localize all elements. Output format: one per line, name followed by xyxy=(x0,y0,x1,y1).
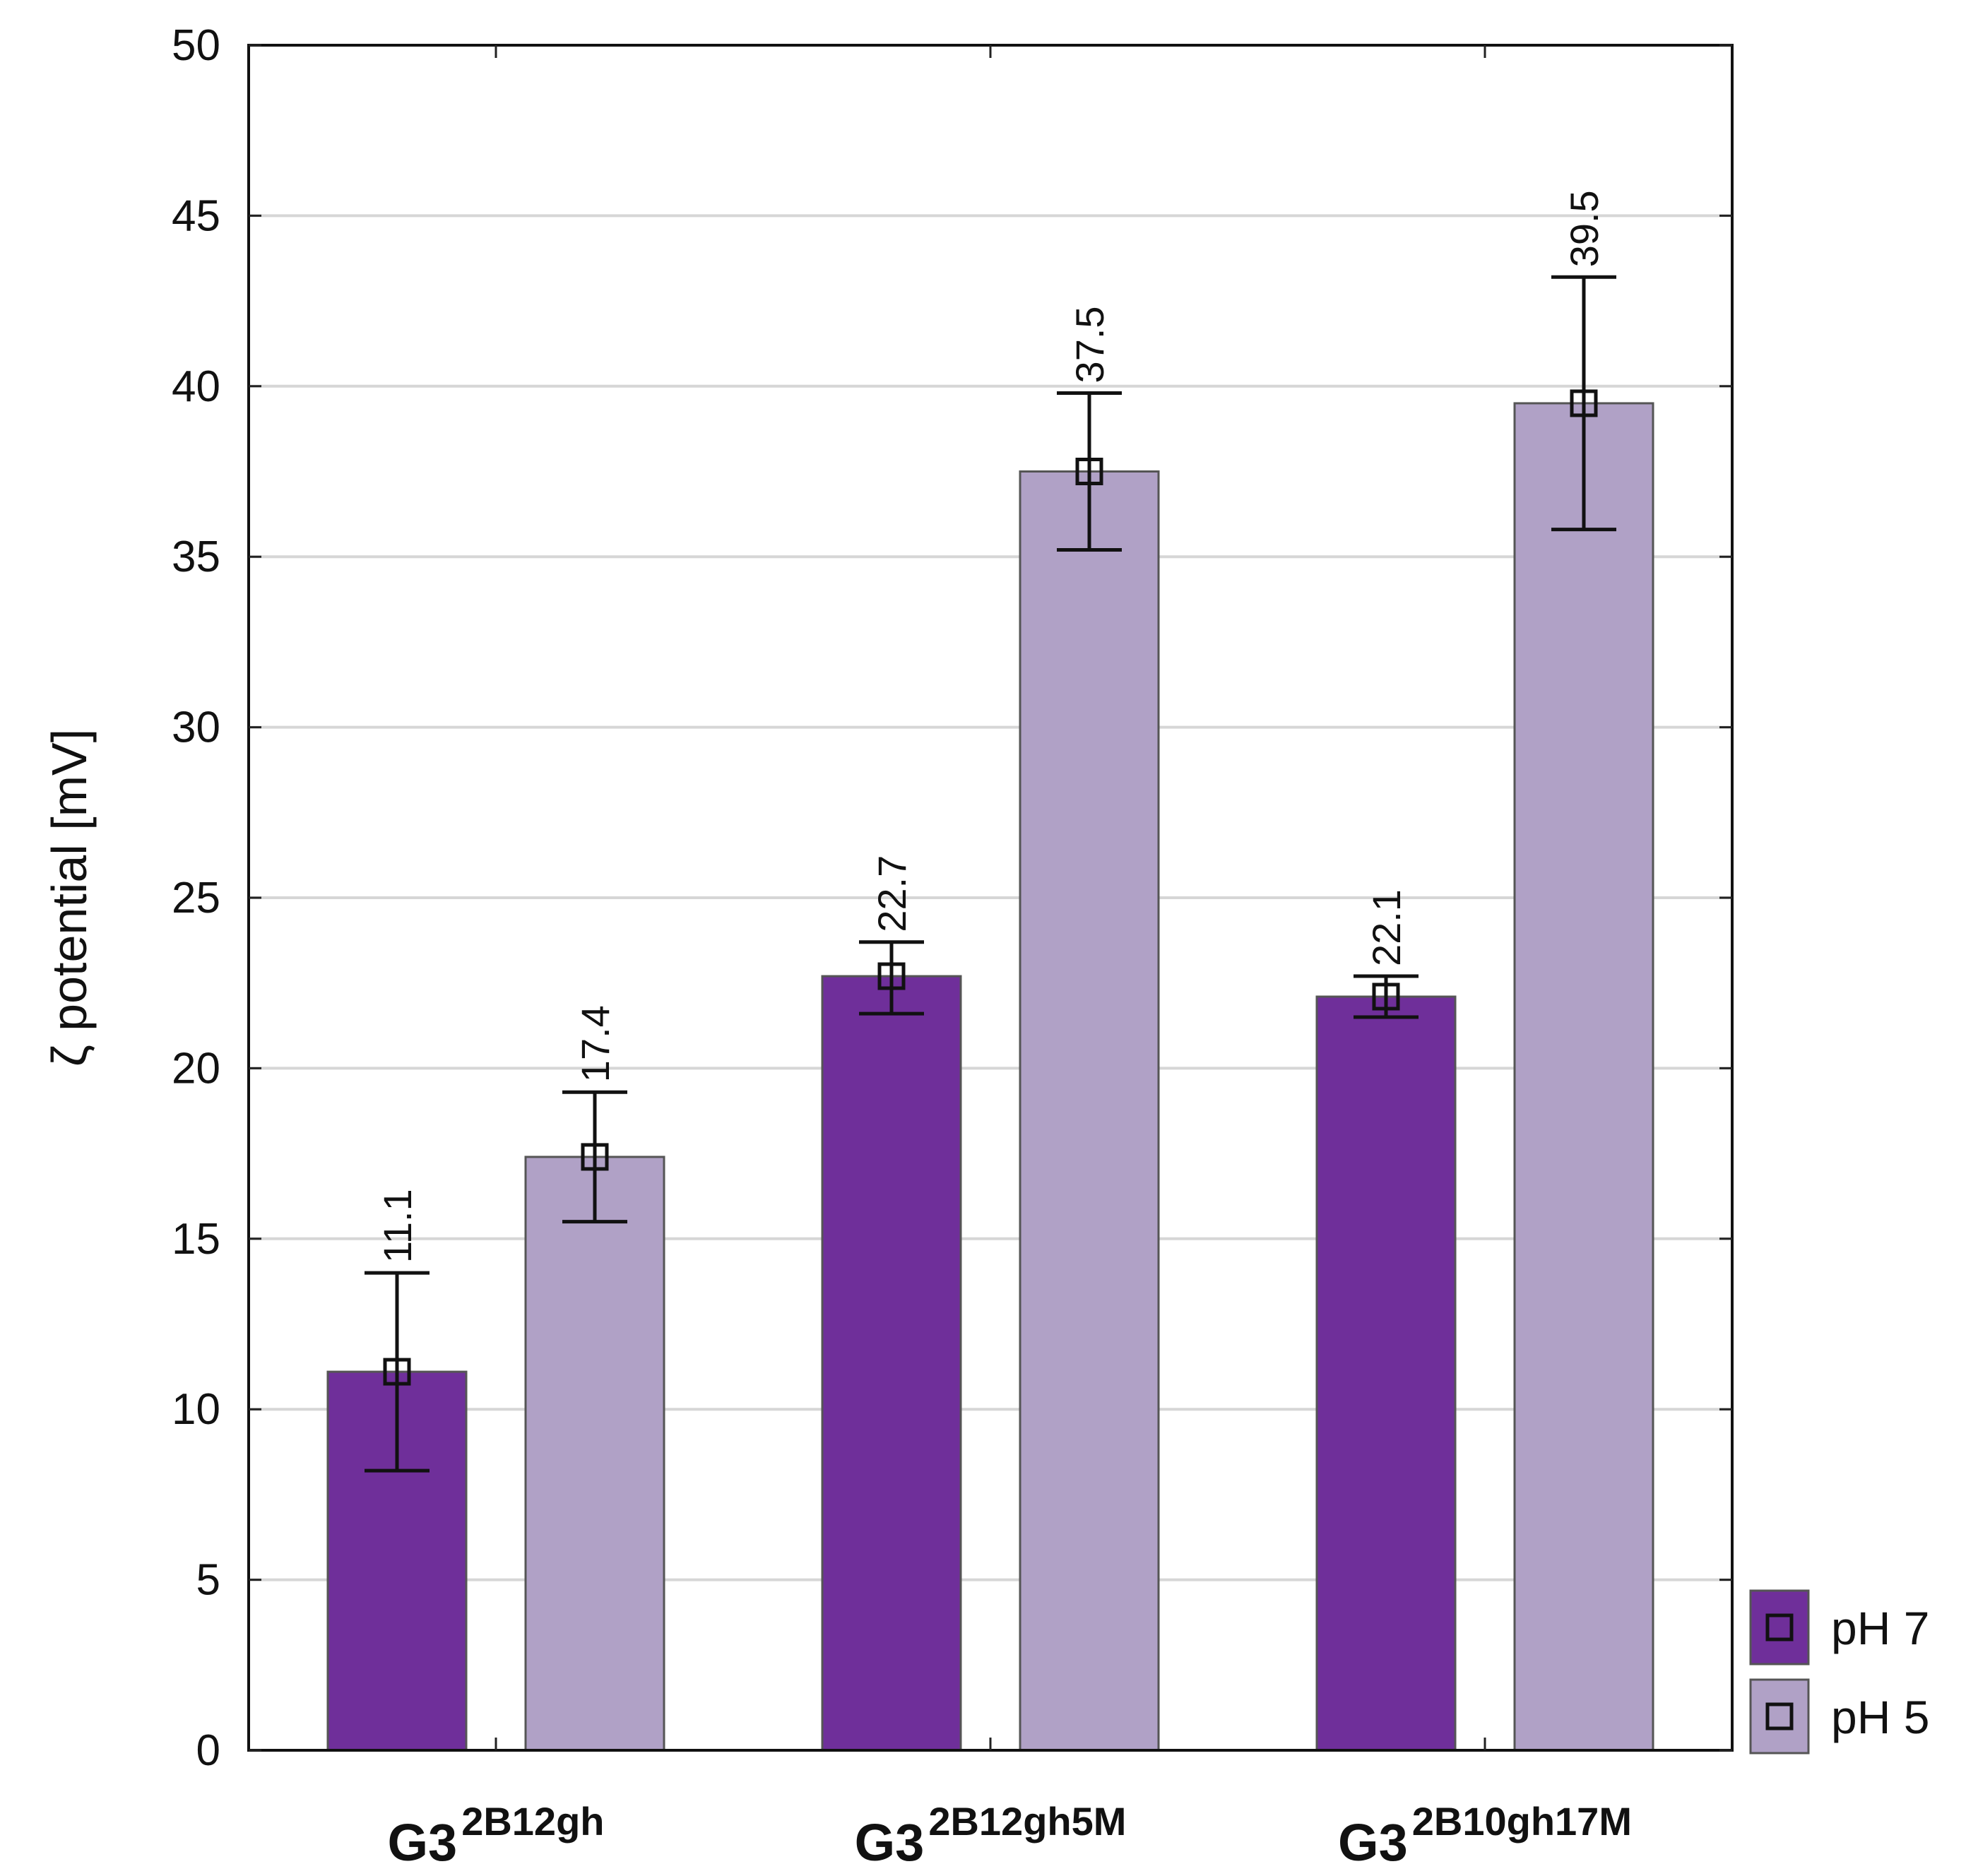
x-category-base: G3 xyxy=(855,1813,925,1872)
mean-marker xyxy=(877,962,906,990)
x-category-label: G3 2B10gh17M xyxy=(1338,1799,1632,1872)
y-tick-label: 30 xyxy=(172,704,220,752)
x-category-superscript: 2B10gh17M xyxy=(1412,1799,1632,1844)
x-category-label: G3 2B12gh xyxy=(387,1799,604,1872)
x-axis: G3 2B12gh G3 2B12gh5M G3 2B10gh17M xyxy=(387,45,1632,1872)
y-tick-label: 15 xyxy=(172,1215,220,1264)
legend-label: pH 5 xyxy=(1831,1691,1929,1743)
legend-marker xyxy=(1765,1702,1794,1730)
y-tick-label: 40 xyxy=(172,362,220,411)
y-axis: 0 5 10 15 20 25 30 35 40 45 50 ζ potential [mV] xyxy=(42,21,1732,1775)
mean-marker xyxy=(1570,389,1598,417)
x-category-base: G3 xyxy=(1338,1813,1408,1872)
grid-lines xyxy=(249,214,1732,1581)
x-category-superscript: 2B12gh5M xyxy=(928,1799,1126,1844)
y-tick-label: 20 xyxy=(172,1044,220,1093)
bar-ph5 xyxy=(524,1156,665,1752)
x-category-base: G3 xyxy=(387,1813,457,1872)
data-label: 37.5 xyxy=(1067,306,1112,383)
y-tick-label: 50 xyxy=(172,21,220,70)
data-label: 11.1 xyxy=(375,1189,420,1263)
legend-label: pH 7 xyxy=(1831,1602,1929,1654)
mean-marker xyxy=(1372,982,1400,1011)
bar-ph5 xyxy=(1513,402,1654,1752)
y-axis-title: ζ potential [mV] xyxy=(42,729,97,1067)
legend: pH 7 pH 5 xyxy=(1749,1589,1929,1755)
x-category-label: G3 2B12gh5M xyxy=(855,1799,1127,1872)
bar-ph5 xyxy=(1019,470,1160,1752)
legend-swatch xyxy=(1749,1589,1810,1666)
bars: 11.1 17.4 22.7 37.5 22.1 39.5 xyxy=(326,190,1654,1752)
mean-marker xyxy=(581,1143,609,1171)
bar-ph7 xyxy=(1315,995,1457,1752)
legend-swatch xyxy=(1749,1678,1810,1755)
data-label: 22.7 xyxy=(870,855,914,932)
y-tick-label: 35 xyxy=(172,533,220,581)
mean-marker xyxy=(1075,458,1103,485)
mean-marker xyxy=(383,1358,411,1386)
legend-marker xyxy=(1765,1613,1794,1642)
y-tick-label: 5 xyxy=(196,1556,220,1605)
bar-ph7 xyxy=(821,975,962,1752)
data-label: 39.5 xyxy=(1562,190,1606,267)
y-tick-label: 45 xyxy=(172,191,220,240)
y-tick-label: 25 xyxy=(172,874,220,922)
data-label: 22.1 xyxy=(1364,889,1409,966)
x-category-superscript: 2B12gh xyxy=(461,1799,604,1844)
y-tick-label: 10 xyxy=(172,1385,220,1434)
y-tick-label: 0 xyxy=(196,1726,220,1775)
data-label: 17.4 xyxy=(573,1005,617,1082)
